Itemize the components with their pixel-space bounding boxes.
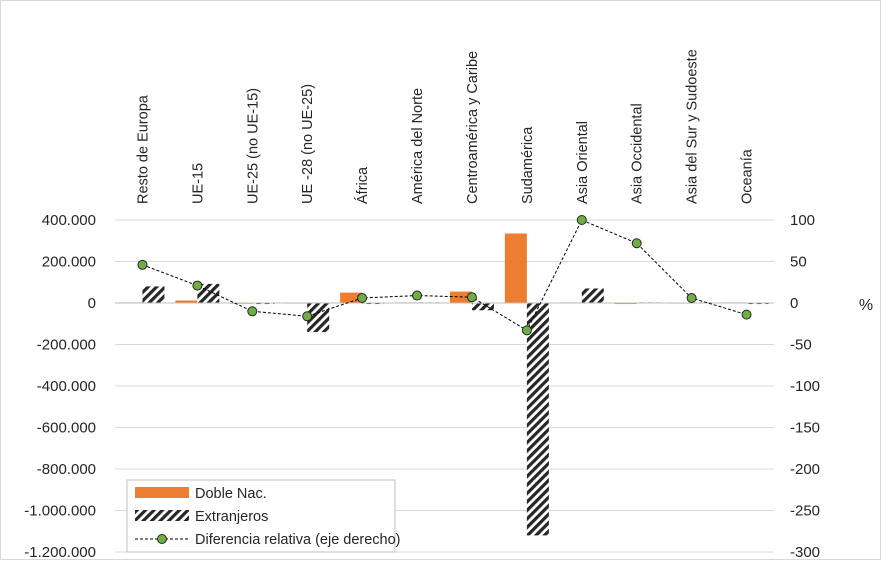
- category-label: UE-15: [190, 163, 206, 204]
- marker-diferencia-relativa: [137, 259, 148, 270]
- bar-extranjeros: [471, 303, 494, 311]
- bar-extranjeros: [252, 303, 275, 305]
- category-label: Asia Oriental: [575, 121, 591, 204]
- bar-extranjeros: [526, 303, 549, 536]
- marker-diferencia-relativa: [576, 215, 587, 225]
- right-axis-tick-label: -300: [790, 544, 820, 560]
- bar-extranjeros: [142, 286, 165, 303]
- category-label: América del Norte: [410, 88, 426, 204]
- legend-marker-diferencia: [157, 534, 167, 544]
- bar-extranjeros: [746, 303, 769, 305]
- left-axis-tick-label: -800.000: [37, 461, 96, 478]
- left-axis-tick-label: 0: [88, 295, 96, 312]
- marker-diferencia-relativa: [741, 309, 752, 320]
- right-axis-unit-label: %: [859, 297, 873, 314]
- legend-label-diferencia: Diferencia relativa (eje derecho): [195, 532, 401, 548]
- marker-diferencia-relativa: [686, 293, 697, 304]
- category-label: Asia del Sur y Sudoeste: [685, 49, 701, 204]
- marker-diferencia-relativa: [466, 292, 477, 303]
- bar-extranjeros: [362, 303, 385, 305]
- category-label: UE -28 (no UE-25): [300, 84, 316, 204]
- category-label: Sudamérica: [520, 126, 536, 204]
- marker-diferencia-relativa: [412, 290, 423, 301]
- category-label: Centroamérica y Caribe: [465, 51, 481, 204]
- right-axis-tick-label: 50: [790, 254, 807, 271]
- marker-diferencia-relativa: [247, 306, 258, 317]
- bar-extranjeros: [581, 288, 604, 303]
- legend: Doble Nac. Extranjeros Diferencia relati…: [126, 479, 401, 553]
- marker-diferencia-relativa: [521, 325, 532, 336]
- left-axis-tick-label: -400.000: [37, 378, 96, 395]
- bar-extranjeros: [307, 303, 330, 333]
- left-axis-tick-label: -200.000: [37, 337, 96, 354]
- left-axis-tick-label: 400.000: [42, 212, 96, 229]
- marker-diferencia-relativa: [631, 238, 642, 249]
- category-label: Resto de Europa: [135, 94, 151, 204]
- marker-diferencia-relativa: [357, 293, 368, 304]
- legend-label-extranjeros: Extranjeros: [195, 509, 268, 525]
- line-diferencia-relativa: [142, 219, 747, 332]
- left-axis-tick-label: -600.000: [37, 420, 96, 437]
- legend-label-doble-nac: Doble Nac.: [195, 486, 267, 502]
- bar-doble-nac: [340, 292, 363, 303]
- right-axis-tick-label: -200: [790, 461, 820, 478]
- bar-doble-nac: [504, 233, 527, 303]
- right-axis-tick-label: -50: [790, 337, 812, 354]
- right-axis-tick-label: -150: [790, 420, 820, 437]
- left-axis-tick-label: -1.200.000: [24, 544, 96, 560]
- marker-diferencia-relativa: [302, 311, 313, 322]
- left-axis-tick-label: -1.000.000: [24, 503, 96, 520]
- category-label: Oceanía: [740, 148, 756, 204]
- category-label: África: [354, 166, 371, 204]
- category-label: Asia Occidental: [630, 103, 646, 204]
- right-axis-tick-label: 100: [790, 212, 815, 229]
- bar-doble-nac: [614, 303, 637, 305]
- legend-swatch-extranjeros: [135, 510, 189, 521]
- left-axis-tick-label: 200.000: [42, 254, 96, 271]
- marker-diferencia-relativa: [192, 280, 203, 291]
- right-axis-tick-label: -100: [790, 378, 820, 395]
- legend-swatch-doble-nac: [135, 487, 189, 498]
- right-axis-tick-label: -250: [790, 503, 820, 520]
- right-axis-tick-label: 0: [790, 295, 798, 312]
- bar-doble-nac: [175, 300, 198, 303]
- category-label: UE-25 (no UE-15): [245, 88, 261, 204]
